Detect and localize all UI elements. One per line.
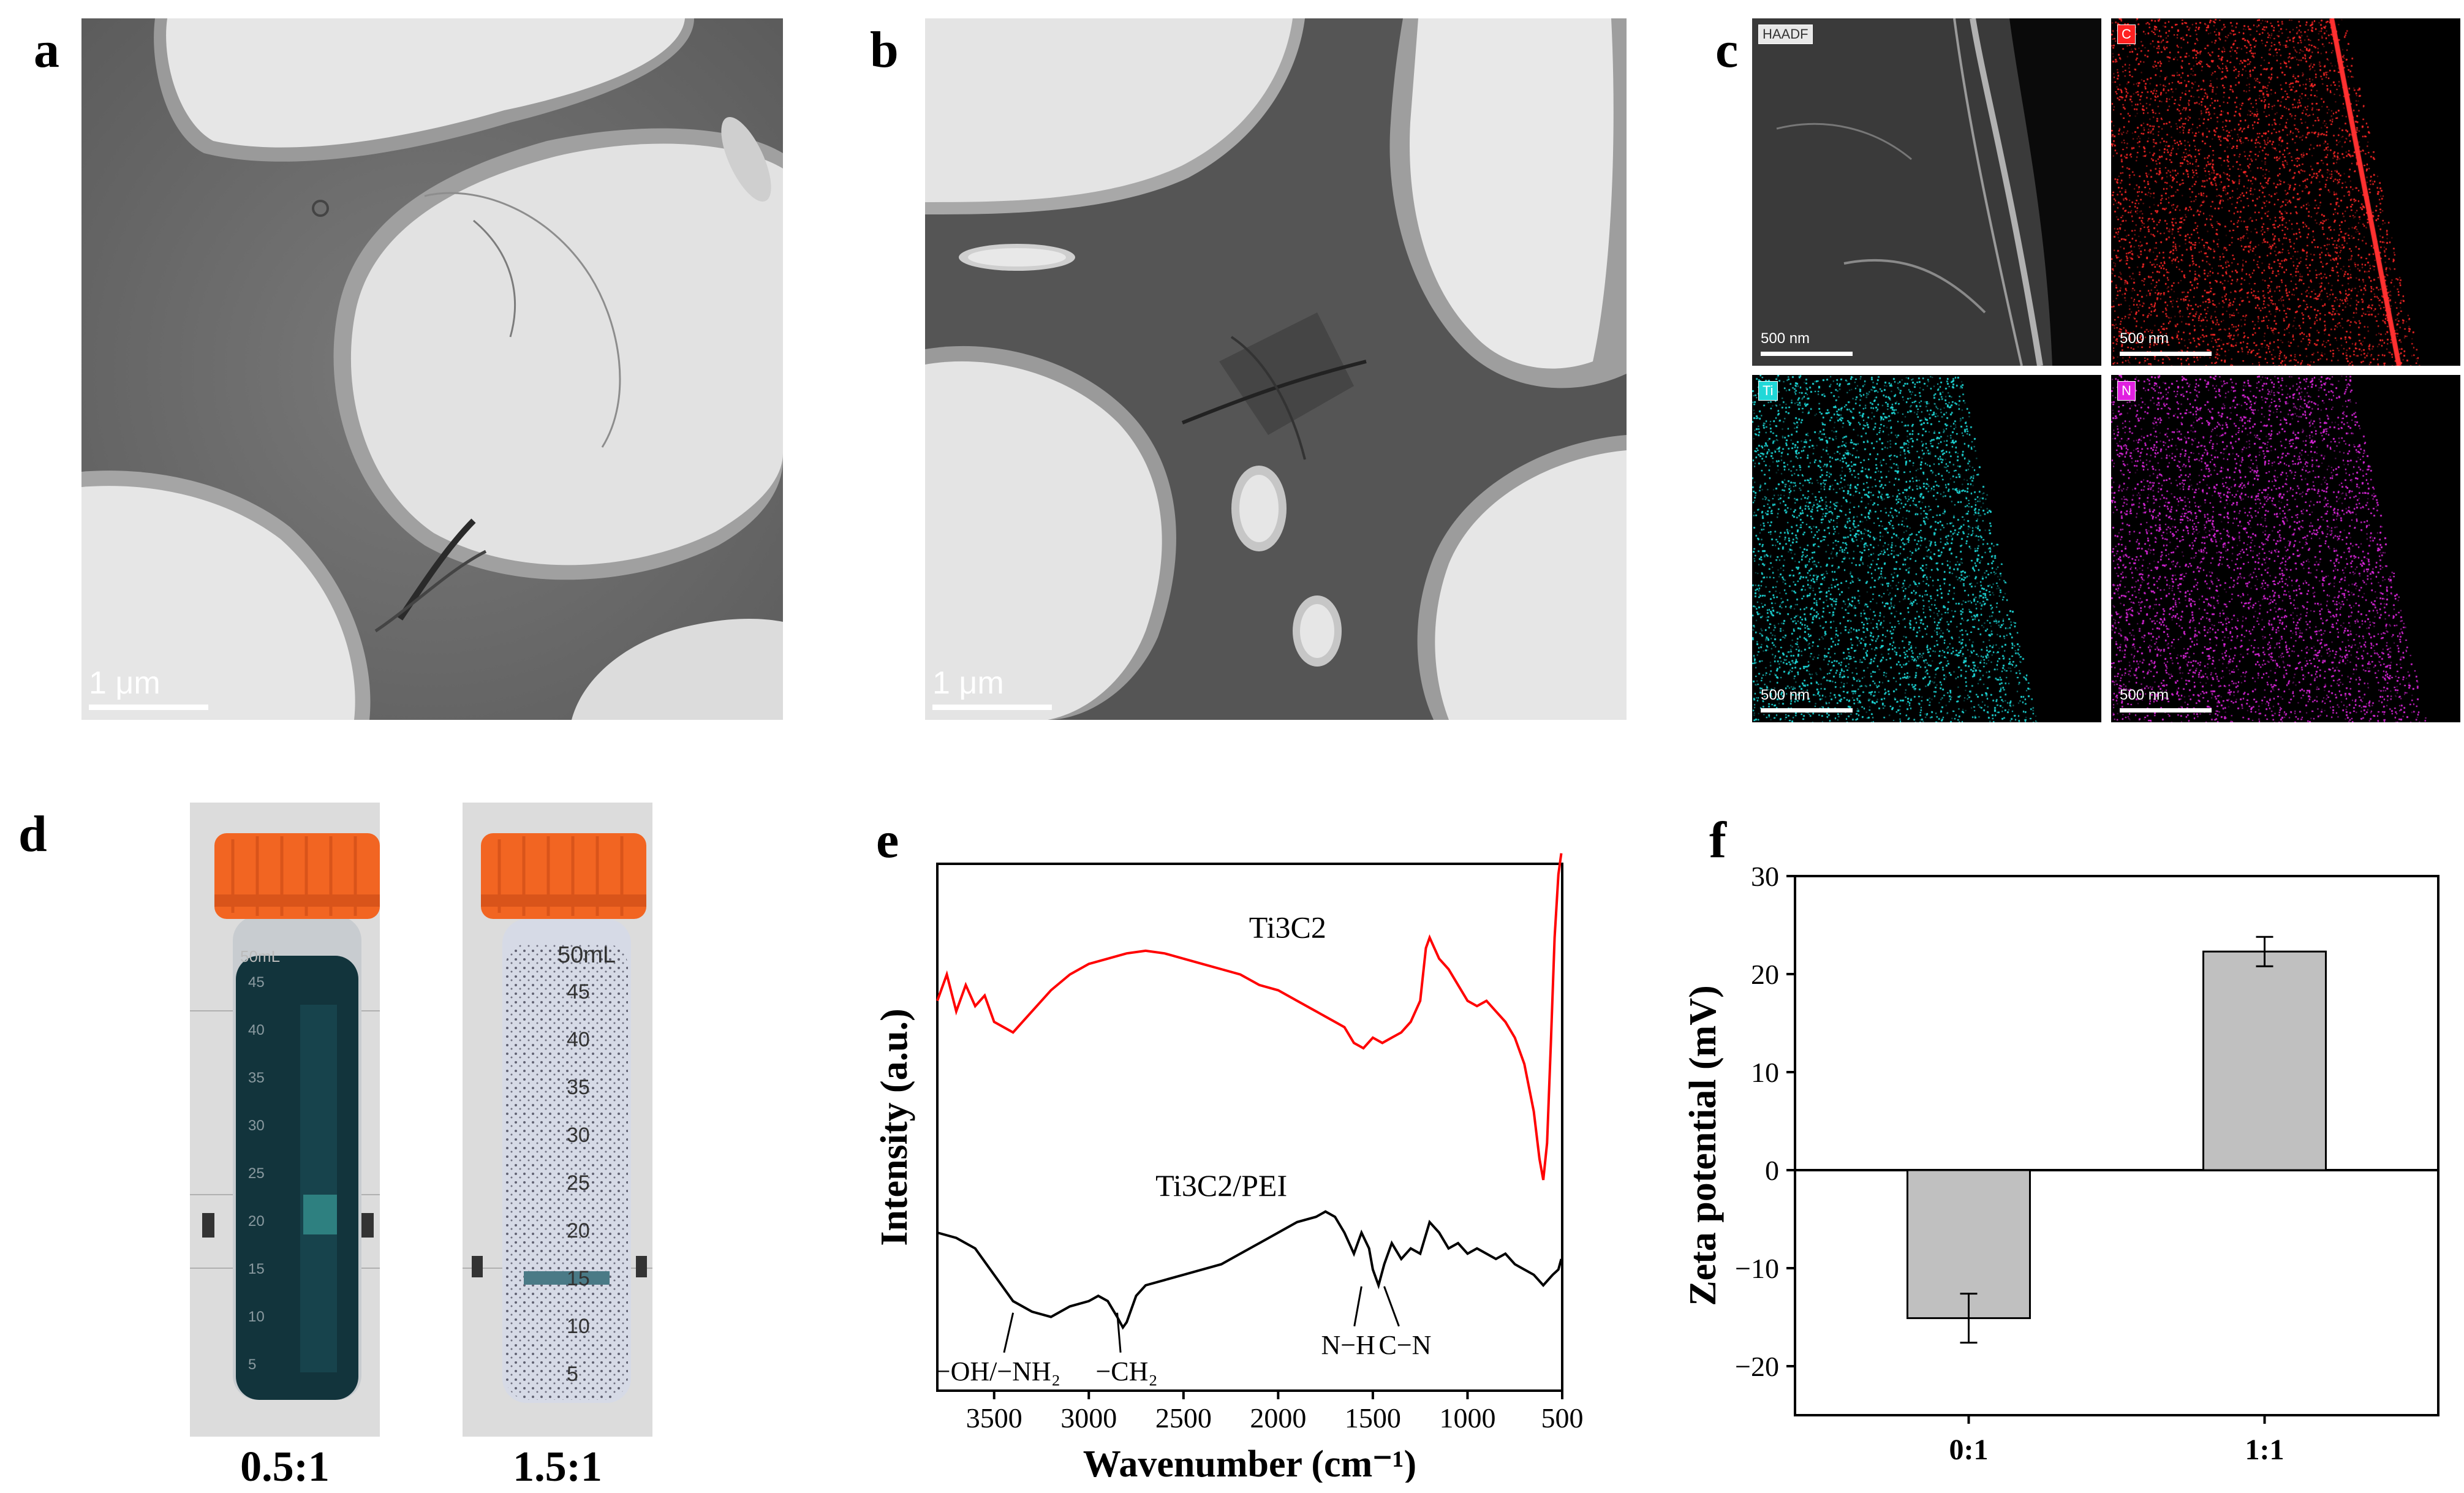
scale-bar-a (89, 705, 208, 710)
graduation-mark: 25 (567, 1171, 590, 1195)
graduation-mark: 15 (567, 1267, 590, 1290)
haadf-graphic (1752, 18, 2101, 366)
tem-image-b: 1 μm (925, 18, 1627, 720)
graduation-mark: 15 (248, 1261, 265, 1277)
panel-label-f: f (1709, 812, 1726, 869)
y-tick-label: 30 (1751, 861, 1779, 892)
annotation-arrow (1383, 1286, 1400, 1327)
peak-annotation: −OH/−NH₂ (935, 1356, 1060, 1386)
eds-scale-bar-c (2120, 352, 2212, 356)
x-tick-label: 3000 (1060, 1402, 1117, 1434)
panel-label-b: b (870, 21, 899, 78)
eds-tag-haadf: HAADF (1758, 25, 1813, 44)
eds-scale-bar-haadf (1761, 352, 1853, 356)
tem-graphic-a (81, 18, 783, 720)
ftir-chart: 3500 3000 2500 2000 1500 1000 500 Wavenumber (c… (874, 853, 1584, 1483)
panel-label-d: d (18, 806, 47, 863)
eds-scale-label-n: 500 nm (2120, 687, 2169, 703)
tem-image-a: 1 μm (81, 18, 783, 720)
tube-1-volume-label: 50mL (240, 947, 281, 966)
annotation-arrow (1353, 1286, 1362, 1327)
y-tick-label: −20 (1735, 1351, 1779, 1382)
annotation-arrow (1116, 1312, 1122, 1353)
graduation-mark: 35 (567, 1076, 590, 1099)
nitrogen-map-graphic (2111, 375, 2460, 722)
annotation-arrow (1003, 1312, 1015, 1353)
y-tick-label: −10 (1735, 1253, 1779, 1284)
series-ti3c2-line (936, 853, 1563, 1181)
carbon-map-graphic (2111, 18, 2460, 366)
series-label-ti3c2-pei: Ti3C2/PEI (1155, 1168, 1287, 1203)
bar (2202, 950, 2327, 1171)
caption-ratio-2: 1.5:1 (513, 1443, 602, 1491)
eds-map-haadf: HAADF 500 nm (1752, 18, 2101, 366)
tube-2-volume-label: 50mL (557, 942, 616, 968)
x-axis-label: Wavenumber (cm⁻¹) (1083, 1443, 1416, 1483)
eds-scale-label-haadf: 500 nm (1761, 330, 1810, 347)
scale-bar-b (932, 705, 1052, 710)
photo-tube-2: 50mL 45 40 35 30 25 20 15 10 5 (463, 803, 652, 1437)
eds-map-c: C 500 nm (2111, 18, 2460, 366)
graduation-mark: 40 (567, 1028, 590, 1051)
eds-tag-ti: Ti (1758, 381, 1778, 401)
graduation-mark: 30 (248, 1117, 265, 1134)
peak-annotation: C−N (1378, 1330, 1431, 1360)
category-label: 1:1 (2245, 1434, 2284, 1466)
graduation-mark: 5 (248, 1356, 257, 1373)
graduation-mark: 5 (567, 1363, 578, 1386)
x-tick-label: 1000 (1439, 1402, 1495, 1434)
scale-label-a: 1 μm (89, 665, 161, 701)
panel-label-e: e (876, 812, 899, 869)
panel-label-a: a (34, 21, 59, 78)
graduation-mark: 45 (567, 980, 590, 1004)
eds-scale-label-c: 500 nm (2120, 330, 2169, 347)
eds-scale-bar-ti (1761, 708, 1853, 712)
eds-tag-n: N (2117, 381, 2136, 401)
peak-annotation: −CH₂ (1095, 1356, 1157, 1386)
x-tick-label: 3500 (966, 1402, 1022, 1434)
eds-scale-label-ti: 500 nm (1761, 687, 1810, 703)
y-axis-label: Zeta potential (mV) (1685, 985, 1724, 1306)
x-tick-label: 2000 (1250, 1402, 1306, 1434)
plot-frame (1794, 875, 2439, 1416)
y-tick-label: 20 (1751, 959, 1779, 990)
graduation-mark: 40 (248, 1022, 265, 1038)
graduation-mark: 25 (248, 1165, 265, 1182)
x-tick-label: 2500 (1155, 1402, 1212, 1434)
titanium-map-graphic (1752, 375, 2101, 722)
scale-label-b: 1 μm (932, 665, 1004, 701)
tube-1-graphic (190, 803, 380, 1437)
graduation-mark: 35 (248, 1070, 265, 1086)
plot-frame (936, 863, 1563, 1392)
y-tick-label: 10 (1751, 1057, 1779, 1088)
category-label: 0:1 (1949, 1434, 1989, 1466)
graduation-mark: 20 (567, 1219, 590, 1242)
graduation-mark: 10 (248, 1309, 265, 1325)
eds-tag-c: C (2117, 25, 2136, 44)
y-axis-label: Intensity (a.u.) (874, 1008, 915, 1246)
graduation-mark: 10 (567, 1315, 590, 1338)
eds-map-n: N 500 nm (2111, 375, 2460, 722)
eds-map-ti: Ti 500 nm (1752, 375, 2101, 722)
series-label-ti3c2: Ti3C2 (1249, 910, 1326, 944)
x-tick-label: 1500 (1345, 1402, 1401, 1434)
tube-2-graphic (463, 803, 652, 1437)
series-ti3c2-pei-line (937, 1210, 1563, 1330)
eds-scale-bar-n (2120, 708, 2212, 712)
zeta-chart: −20 −10 0 10 20 30 Zeta potential (mV) 0:1 1:1 (1685, 861, 2439, 1466)
peak-annotation: N−H (1321, 1330, 1375, 1360)
graduation-mark: 30 (567, 1124, 590, 1147)
panel-label-c: c (1715, 21, 1739, 78)
graduation-mark: 45 (248, 974, 265, 991)
x-tick-label: 500 (1541, 1402, 1584, 1434)
y-tick-label: 0 (1765, 1155, 1779, 1186)
caption-ratio-1: 0.5:1 (240, 1443, 330, 1491)
tem-graphic-b (925, 18, 1627, 720)
photo-tube-1: 50mL 45 40 35 30 25 20 15 10 5 (190, 803, 380, 1437)
graduation-mark: 20 (248, 1213, 265, 1230)
